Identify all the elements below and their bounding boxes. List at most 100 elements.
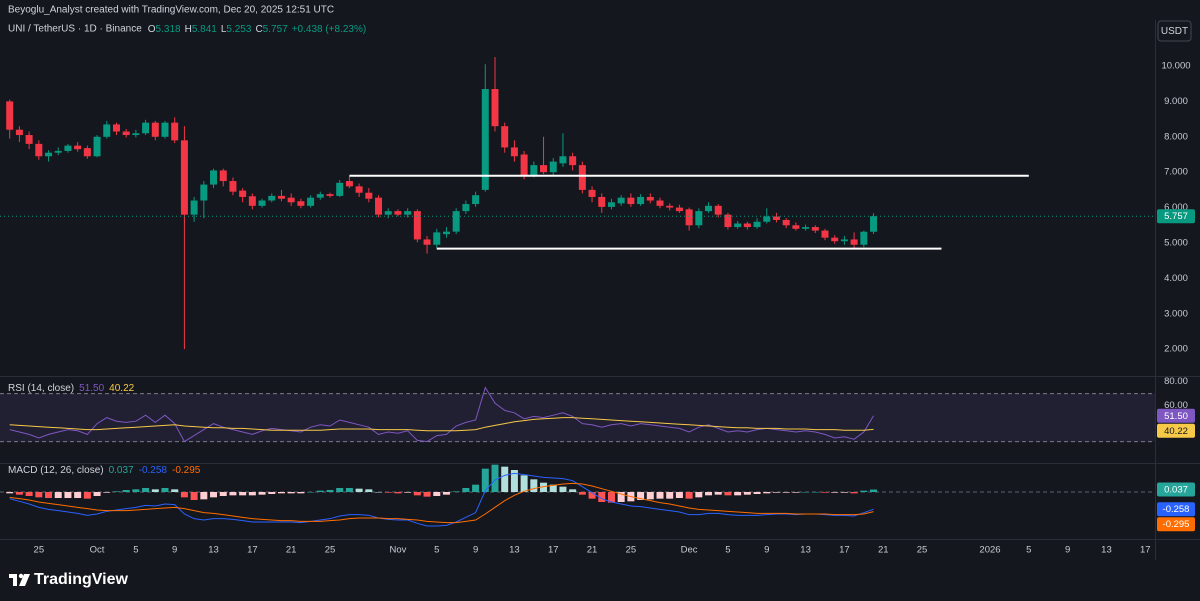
candle-body (35, 143, 43, 157)
candle-body (675, 207, 683, 212)
candle-body (656, 200, 664, 206)
candle-body (190, 200, 198, 215)
candle-body (588, 189, 596, 197)
candle-body (802, 227, 810, 229)
price-badge (1157, 209, 1195, 224)
pane-legend-value: 40.22 (109, 383, 134, 394)
candle-body (200, 184, 208, 201)
histogram-bar (200, 492, 208, 500)
histogram-bar (860, 490, 868, 492)
candle-body (870, 216, 878, 232)
candle-body (6, 101, 14, 130)
histogram-bar (219, 492, 227, 496)
logo-part (18, 573, 24, 579)
x-tick-label: 13 (208, 545, 219, 556)
histogram-bar (161, 488, 169, 492)
candle-body (15, 129, 23, 136)
candle-body (442, 231, 450, 235)
histogram-bar (316, 490, 324, 492)
candle-body (307, 197, 315, 206)
price-badge (1157, 482, 1195, 497)
candle-body (103, 124, 111, 137)
candle-body (25, 135, 33, 144)
x-tick-label: 9 (473, 545, 478, 556)
candle-body (549, 161, 557, 173)
candle-body (666, 205, 674, 208)
candle-body (705, 205, 713, 212)
ohlc-value: 5.841 (192, 24, 217, 35)
histogram-bar (64, 492, 72, 498)
candle-body (239, 190, 247, 197)
histogram-bar (870, 489, 878, 492)
currency[interactable]: USDT (1161, 26, 1188, 37)
ohlc-key: O (148, 24, 156, 35)
pane-legend-value: 51.50 (79, 383, 104, 394)
candle-body (297, 201, 305, 206)
histogram-bar (54, 492, 62, 498)
candle-body (433, 232, 441, 245)
candle-body (472, 195, 480, 205)
y-tick-label: 5.000 (1164, 237, 1188, 248)
price-badge-label: 51.50 (1164, 411, 1188, 422)
x-tick-label: 5 (725, 545, 730, 556)
histogram-bar (598, 492, 606, 502)
candle-body (743, 223, 751, 228)
x-tick-label: 25 (325, 545, 336, 556)
x-tick-label: 17 (548, 545, 559, 556)
pane-legend: RSI (14, close) 51.50 40.22 (8, 383, 135, 394)
histogram-bar (743, 492, 751, 495)
pane-legend-value: -0.258 (139, 465, 168, 476)
histogram-bar (6, 492, 14, 494)
y-tick-label: 6.000 (1164, 202, 1188, 213)
candle-body (734, 223, 742, 228)
x-tick-label: 25 (34, 545, 45, 556)
candle-body (74, 145, 82, 150)
candle-body (462, 204, 470, 212)
ohlc-key: C (255, 24, 262, 35)
histogram-bar (277, 492, 285, 494)
histogram-bar (210, 492, 218, 498)
x-tick-label: 25 (917, 545, 928, 556)
candle-body (559, 156, 567, 164)
histogram-bar (501, 466, 509, 492)
series-line (9, 386, 874, 443)
histogram-bar (190, 492, 198, 500)
histogram-bar (685, 492, 693, 499)
candle-body (394, 211, 402, 215)
histogram-bar (394, 492, 402, 494)
series-line (9, 417, 874, 432)
histogram-bar (675, 492, 683, 498)
histogram-bar (336, 488, 344, 492)
ohlc-legend: O5.318 H5.841 L5.253 C5.757 +0.438 (+8.23%) (148, 24, 366, 35)
candle-body (821, 230, 829, 238)
histogram-bar (258, 492, 266, 495)
x-tick-label: 9 (172, 545, 177, 556)
histogram-bar (404, 492, 412, 493)
logo-part (19, 574, 30, 586)
candle-body (345, 181, 353, 187)
currency-button[interactable] (1157, 20, 1192, 42)
histogram-bar (345, 488, 353, 492)
candle-body (210, 170, 218, 185)
candle-body (452, 211, 460, 232)
histogram-bar (112, 491, 120, 492)
candle-body (772, 216, 780, 220)
candle-body (540, 165, 548, 173)
histogram-bar (481, 468, 489, 492)
pane-legend-value: -0.295 (172, 465, 201, 476)
histogram-bar (637, 492, 645, 500)
series-line (9, 472, 874, 527)
x-tick-label: 13 (1101, 545, 1112, 556)
candle-body (268, 195, 276, 201)
histogram-bar (831, 492, 839, 493)
candle-body (831, 237, 839, 242)
candle-body (142, 122, 150, 134)
candle-body (578, 165, 586, 190)
ohlc-value: 5.253 (226, 24, 251, 35)
candle-body (860, 231, 868, 245)
histogram-bar (375, 492, 383, 493)
histogram-bar (520, 475, 528, 492)
x-tick-label: 13 (509, 545, 520, 556)
histogram-bar (753, 492, 761, 494)
candle-body (646, 196, 654, 201)
